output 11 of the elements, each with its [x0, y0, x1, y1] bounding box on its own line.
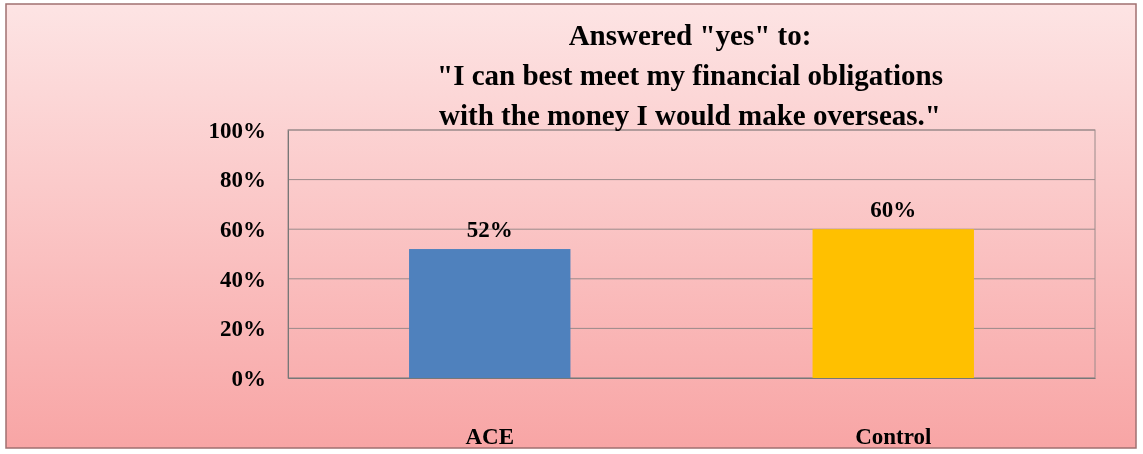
chart-title: Answered "yes" to: "I can best meet my financial obligations with the money I would make overseas." [437, 19, 943, 131]
x-tick-label: Control [855, 424, 932, 450]
y-tick-label: 60% [220, 217, 266, 243]
y-tick-label: 40% [220, 266, 266, 292]
x-tick-label: ACE [465, 424, 515, 450]
data-label: 60% [870, 197, 917, 223]
y-tick-label: 100% [208, 117, 266, 143]
y-tick-label: 20% [220, 316, 266, 342]
data-label: 52% [466, 217, 513, 243]
y-tick-label: 80% [220, 167, 266, 193]
y-tick-label: 0% [231, 365, 266, 391]
